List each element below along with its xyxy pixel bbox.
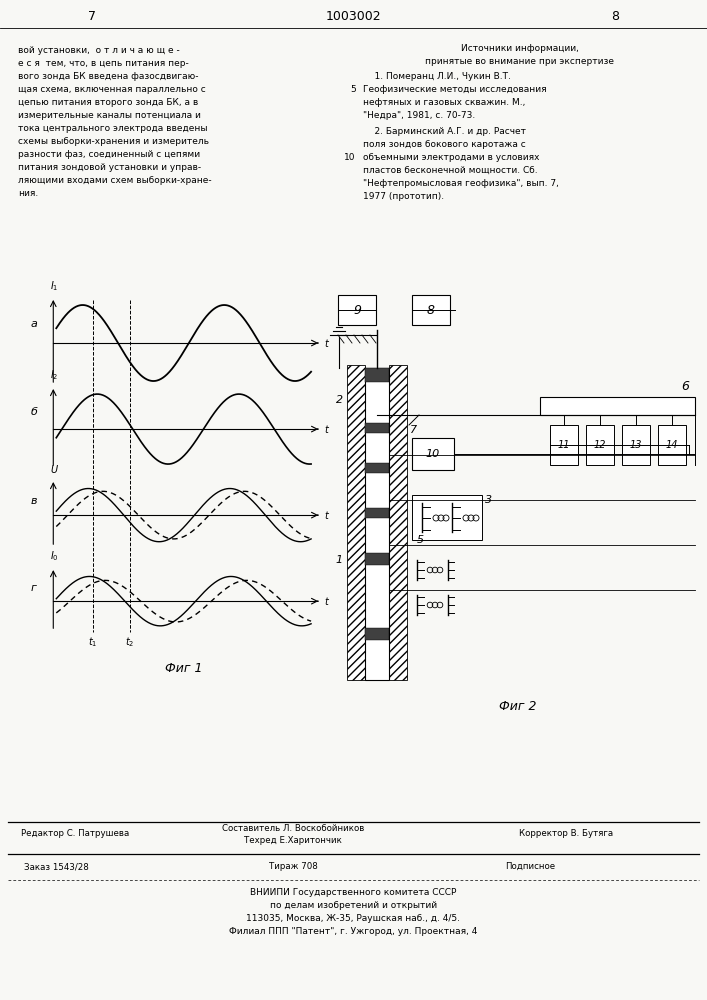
- Text: а: а: [30, 319, 37, 329]
- Text: $I_2$: $I_2$: [50, 368, 59, 382]
- Text: Фиг 1: Фиг 1: [165, 662, 202, 675]
- Text: тока центрального электрода введены: тока центрального электрода введены: [18, 124, 208, 133]
- Text: Составитель Л. Воскобойников: Составитель Л. Воскобойников: [222, 824, 365, 833]
- Text: $t_2$: $t_2$: [125, 635, 134, 649]
- Text: цепью питания второго зонда БК, а в: цепью питания второго зонда БК, а в: [18, 98, 199, 107]
- Text: 113035, Москва, Ж-35, Раушская наб., д. 4/5.: 113035, Москва, Ж-35, Раушская наб., д. …: [247, 914, 460, 923]
- Bar: [540, 397, 695, 415]
- Text: Филиал ППП "Патент", г. Ужгород, ул. Проектная, 4: Филиал ППП "Патент", г. Ужгород, ул. Про…: [229, 927, 478, 936]
- Text: пластов бесконечной мощности. Сб.: пластов бесконечной мощности. Сб.: [363, 166, 537, 175]
- Text: принятые во внимание при экспертизе: принятые во внимание при экспертизе: [425, 57, 614, 66]
- Text: объемными электродами в условиях: объемными электродами в условиях: [363, 153, 539, 162]
- Text: 12: 12: [593, 440, 606, 450]
- Text: Техред Е.Харитончик: Техред Е.Харитончик: [245, 836, 342, 845]
- Text: 14: 14: [665, 440, 678, 450]
- Bar: [347, 365, 365, 680]
- Bar: [585, 425, 614, 465]
- Text: Подписное: Подписное: [506, 862, 555, 871]
- Bar: [365, 368, 389, 382]
- Text: ляющими входами схем выборки-хране-: ляющими входами схем выборки-хране-: [18, 176, 212, 185]
- Text: Заказ 1543/28: Заказ 1543/28: [24, 862, 89, 871]
- Text: в: в: [30, 496, 37, 506]
- Text: $I_0$: $I_0$: [50, 549, 59, 563]
- Text: $U$: $U$: [49, 463, 59, 475]
- Text: 1: 1: [336, 555, 343, 565]
- Text: "Недра", 1981, с. 70-73.: "Недра", 1981, с. 70-73.: [363, 111, 475, 120]
- Text: 2. Барминский А.Г. и др. Расчет: 2. Барминский А.Г. и др. Расчет: [363, 127, 526, 136]
- Text: разности фаз, соединенный с цепями: разности фаз, соединенный с цепями: [18, 150, 201, 159]
- Text: вого зонда БК введена фазосдвигаю-: вого зонда БК введена фазосдвигаю-: [18, 72, 199, 81]
- Text: поля зондов бокового каротажа с: поля зондов бокового каротажа с: [363, 140, 525, 149]
- Text: 1977 (прототип).: 1977 (прототип).: [363, 192, 444, 201]
- Bar: [365, 423, 389, 433]
- Text: 7: 7: [88, 9, 96, 22]
- Text: $t$: $t$: [324, 509, 330, 521]
- Text: 5: 5: [350, 85, 356, 94]
- Text: 3: 3: [485, 495, 492, 505]
- Text: е с я  тем, что, в цепь питания пер-: е с я тем, что, в цепь питания пер-: [18, 59, 189, 68]
- Text: 10: 10: [426, 449, 440, 459]
- Text: б: б: [30, 407, 37, 417]
- Text: 1. Померанц Л.И., Чукин В.Т.: 1. Померанц Л.И., Чукин В.Т.: [363, 72, 510, 81]
- Bar: [412, 495, 482, 540]
- Bar: [621, 425, 650, 465]
- Text: 5: 5: [417, 535, 424, 545]
- Text: 1003002: 1003002: [326, 9, 381, 22]
- Text: нефтяных и газовых скважин. М.,: нефтяных и газовых скважин. М.,: [363, 98, 525, 107]
- Bar: [389, 365, 407, 680]
- Text: 10: 10: [344, 153, 356, 162]
- Bar: [365, 628, 389, 640]
- Bar: [658, 425, 686, 465]
- Bar: [365, 508, 389, 518]
- Bar: [365, 463, 389, 473]
- Text: 13: 13: [629, 440, 642, 450]
- Text: $t$: $t$: [324, 595, 330, 607]
- Text: ния.: ния.: [18, 189, 39, 198]
- Bar: [412, 295, 450, 325]
- Text: $t$: $t$: [324, 337, 330, 349]
- Text: $t$: $t$: [324, 423, 330, 435]
- Text: Источники информации,: Источники информации,: [461, 44, 578, 53]
- Bar: [412, 438, 454, 470]
- Text: 2: 2: [336, 395, 343, 405]
- Text: 8: 8: [427, 304, 435, 316]
- Text: Тираж 708: Тираж 708: [269, 862, 317, 871]
- Text: Фиг 2: Фиг 2: [498, 700, 536, 713]
- Text: $t_1$: $t_1$: [88, 635, 98, 649]
- Text: схемы выборки-хранения и измеритель: схемы выборки-хранения и измеритель: [18, 137, 209, 146]
- Text: $I_1$: $I_1$: [50, 279, 59, 293]
- Text: щая схема, включенная параллельно с: щая схема, включенная параллельно с: [18, 85, 206, 94]
- Bar: [549, 425, 578, 465]
- Text: 6: 6: [681, 380, 689, 393]
- Text: питания зондовой установки и управ-: питания зондовой установки и управ-: [18, 163, 201, 172]
- Text: Редактор С. Патрушева: Редактор С. Патрушева: [21, 829, 129, 838]
- Text: Геофизические методы исследования: Геофизические методы исследования: [363, 85, 547, 94]
- Text: ВНИИПИ Государственного комитета СССР: ВНИИПИ Государственного комитета СССР: [250, 888, 457, 897]
- Bar: [365, 368, 389, 680]
- Text: Корректор В. Бутяга: Корректор В. Бутяга: [518, 829, 613, 838]
- Text: г: г: [30, 583, 36, 593]
- Bar: [365, 553, 389, 565]
- Text: измерительные каналы потенциала и: измерительные каналы потенциала и: [18, 111, 201, 120]
- Text: 7: 7: [410, 425, 417, 435]
- Text: по делам изобретений и открытий: по делам изобретений и открытий: [270, 901, 437, 910]
- Bar: [338, 295, 376, 325]
- Text: 11: 11: [557, 440, 570, 450]
- Text: 9: 9: [353, 304, 361, 316]
- Text: 8: 8: [611, 9, 619, 22]
- Text: вой установки,  о т л и ч а ю щ е -: вой установки, о т л и ч а ю щ е -: [18, 46, 180, 55]
- Text: "Нефтепромысловая геофизика", вып. 7,: "Нефтепромысловая геофизика", вып. 7,: [363, 179, 559, 188]
